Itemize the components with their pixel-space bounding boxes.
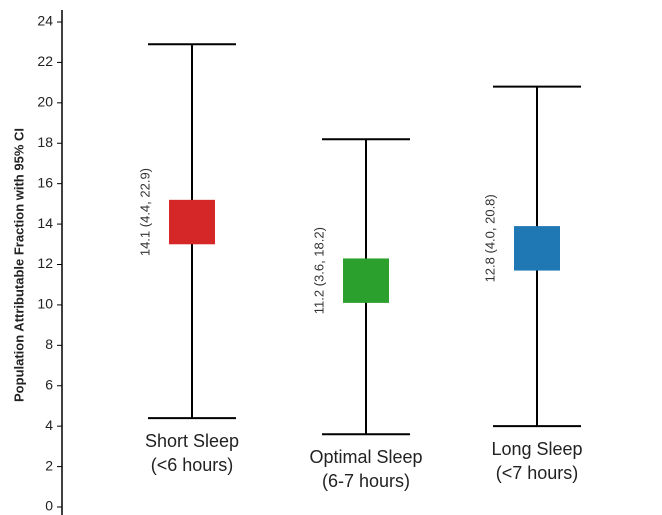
value-label: 11.2 (3.6, 18.2) bbox=[311, 227, 326, 314]
category-label: (<7 hours) bbox=[496, 463, 579, 483]
y-tick-label: 22 bbox=[37, 53, 53, 69]
estimate-box bbox=[169, 199, 215, 245]
y-tick-label: 10 bbox=[37, 296, 53, 312]
category-label: (<6 hours) bbox=[151, 455, 234, 475]
value-label: 12.8 (4.0, 20.8) bbox=[482, 194, 497, 282]
y-tick-label: 16 bbox=[37, 174, 53, 190]
y-tick-label: 8 bbox=[45, 336, 53, 352]
y-tick-label: 20 bbox=[37, 94, 53, 110]
y-tick-label: 24 bbox=[37, 13, 53, 29]
y-tick-label: 0 bbox=[45, 498, 53, 514]
y-tick-label: 2 bbox=[45, 457, 53, 473]
y-tick-label: 12 bbox=[37, 255, 53, 271]
value-label: 14.1 (4.4, 22.9) bbox=[137, 168, 152, 256]
estimate-box bbox=[343, 258, 389, 303]
y-tick-label: 18 bbox=[37, 134, 53, 150]
y-tick-label: 4 bbox=[45, 417, 53, 433]
category-label: Short Sleep bbox=[145, 431, 239, 451]
y-tick-label: 14 bbox=[37, 215, 53, 231]
y-tick-label: 6 bbox=[45, 376, 53, 392]
category-label: (6-7 hours) bbox=[322, 471, 410, 491]
category-label: Long Sleep bbox=[491, 439, 582, 459]
category-label: Optimal Sleep bbox=[309, 447, 422, 467]
estimate-box bbox=[514, 226, 560, 271]
y-axis-label: Population Attributable Fraction with 95… bbox=[11, 128, 26, 402]
